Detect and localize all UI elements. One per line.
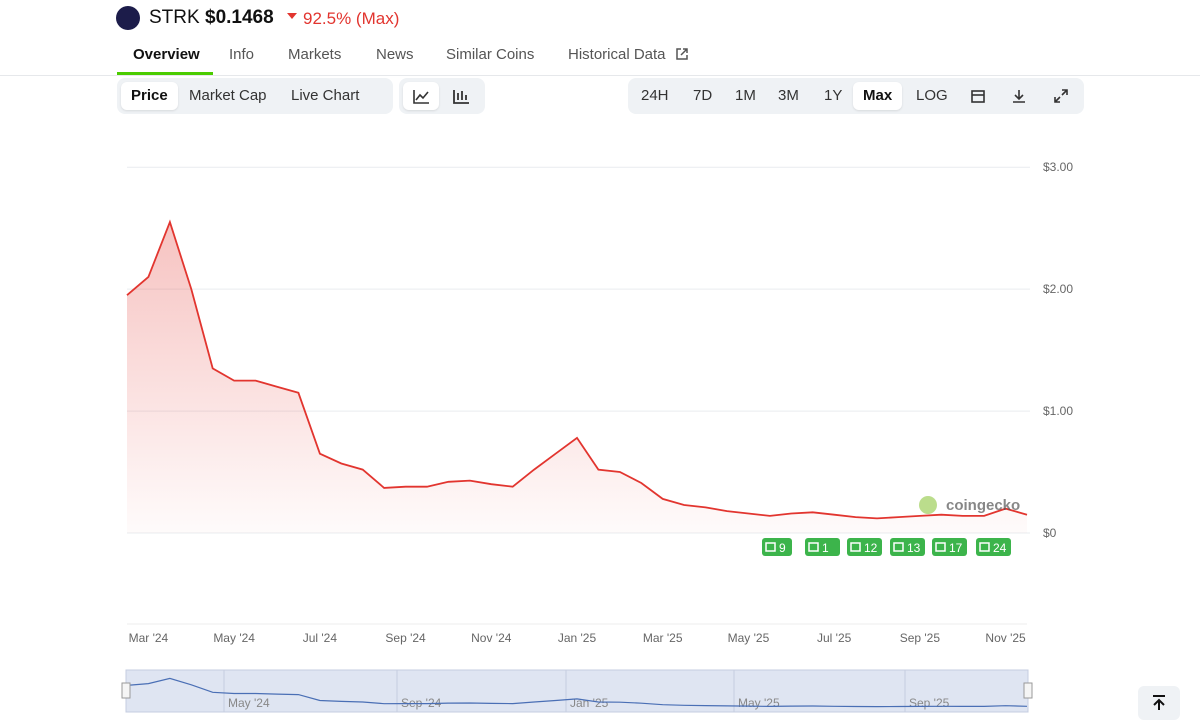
- range-group: 24H 7D 1M 3M 1Y Max LOG: [628, 78, 1084, 114]
- coin-logo: [116, 6, 140, 30]
- scroll-top-button[interactable]: [1138, 686, 1180, 720]
- log-button[interactable]: LOG: [916, 87, 948, 104]
- chart-type-group: Price Market Cap Live Chart: [117, 78, 393, 114]
- fullscreen-icon[interactable]: [1054, 89, 1068, 103]
- divider: [0, 75, 1200, 76]
- x-tick-label: Nov '24: [471, 631, 512, 645]
- y-tick-label: $0: [1043, 526, 1057, 540]
- navigator-label: Sep '25: [909, 696, 950, 710]
- tab[interactable]: Overview: [133, 46, 200, 63]
- range-button[interactable]: 7D: [693, 87, 713, 104]
- navigator-handle: [1023, 682, 1033, 699]
- line-view-button[interactable]: [403, 82, 439, 110]
- navigator-handle: [121, 682, 131, 699]
- download-icon[interactable]: [1012, 89, 1026, 103]
- navigator-line: [126, 677, 1028, 708]
- watermark: coingecko: [946, 497, 1020, 514]
- news-count: 24: [993, 541, 1007, 555]
- price-button[interactable]: Price: [121, 82, 178, 110]
- navigator: [125, 669, 1029, 713]
- coin-symbol: STRK: [149, 7, 200, 28]
- x-tick-label: Mar '24: [129, 631, 169, 645]
- calendar-icon[interactable]: [971, 89, 985, 103]
- news-count: 17: [949, 541, 963, 555]
- y-tick-label: $1.00: [1043, 404, 1073, 418]
- news-count: 13: [907, 541, 921, 555]
- x-tick-label: Mar '25: [643, 631, 683, 645]
- range-button[interactable]: 1Y: [824, 87, 843, 104]
- navigator-label: May '25: [738, 696, 780, 710]
- news-count: 12: [864, 541, 878, 555]
- x-tick-label: Nov '25: [985, 631, 1026, 645]
- news-icon: [850, 542, 861, 552]
- down-caret: [287, 13, 297, 19]
- live-chart-button[interactable]: Live Chart: [291, 87, 360, 104]
- price-line: [126, 219, 1028, 520]
- y-tick-label: $2.00: [1043, 282, 1073, 296]
- news-count: 9: [779, 541, 786, 555]
- news-icon: [979, 542, 990, 552]
- y-tick-label: $3.00: [1043, 160, 1073, 174]
- x-tick-label: May '24: [213, 631, 255, 645]
- x-tick-label: Jan '25: [558, 631, 597, 645]
- x-tick-label: Jul '24: [303, 631, 338, 645]
- navigator-label: May '24: [228, 696, 270, 710]
- x-tick-label: May '25: [728, 631, 770, 645]
- coin-price: $0.1468: [205, 7, 274, 28]
- tab[interactable]: News: [376, 46, 414, 63]
- watermark-logo: [919, 496, 937, 514]
- range-button[interactable]: 24H: [641, 87, 669, 104]
- view-group: [399, 78, 485, 114]
- news-count: 1: [822, 541, 829, 555]
- range-button[interactable]: Max: [853, 82, 903, 110]
- market-cap-button[interactable]: Market Cap: [189, 87, 267, 104]
- price-area: [127, 222, 1027, 533]
- tab-underline: [117, 72, 213, 75]
- tab[interactable]: Info: [229, 46, 255, 63]
- range-button[interactable]: 1M: [735, 87, 756, 104]
- tab[interactable]: Markets: [288, 46, 342, 63]
- range-button[interactable]: 3M: [778, 87, 799, 104]
- news-icon: [935, 542, 946, 552]
- external-icon: [676, 48, 688, 60]
- x-tick-label: Jul '25: [817, 631, 852, 645]
- x-tick-label: Sep '24: [385, 631, 426, 645]
- tab[interactable]: Historical Data: [568, 46, 666, 63]
- candle-view-button[interactable]: [443, 82, 479, 110]
- news-icon: [893, 542, 904, 552]
- news-icon: [765, 542, 776, 552]
- tab[interactable]: Similar Coins: [446, 46, 535, 63]
- price-change: 92.5% (Max): [303, 9, 400, 28]
- news-icon: [808, 542, 819, 552]
- x-tick-label: Sep '25: [900, 631, 941, 645]
- navigator-label: Jan '25: [570, 696, 609, 710]
